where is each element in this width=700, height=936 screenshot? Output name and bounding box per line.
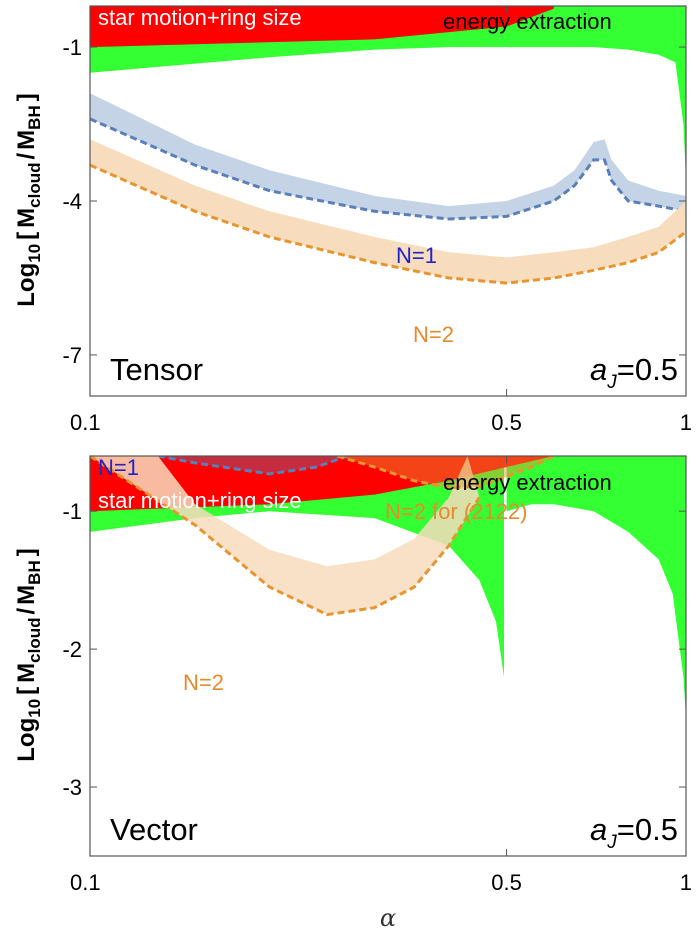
tensor-label-n1: N=1 — [396, 243, 437, 268]
vector-plot-area — [90, 456, 686, 719]
vector-xtick-label: 1 — [680, 870, 692, 895]
vector-label-energy-extraction: energy extraction — [443, 470, 612, 495]
vector-spin-label: aJ=0.5 — [590, 812, 678, 853]
spin-value: =0.5 — [617, 812, 678, 847]
vector-line-n1 — [157, 456, 348, 476]
tensor-label-n2: N=2 — [413, 322, 454, 347]
svg-text:Log10[Mcloud/MBH]: Log10[Mcloud/MBH] — [13, 548, 44, 761]
tensor-xtick-label: 1 — [680, 410, 692, 435]
tensor-region-energy — [90, 6, 686, 181]
tensor-plot-area — [90, 6, 686, 285]
vector-xtick-label: 0.1 — [70, 870, 101, 895]
vector-region-energy-2 — [506, 456, 686, 719]
tensor-ytick-label: -7 — [62, 343, 82, 368]
vector-label-n1: N=1 — [98, 455, 139, 480]
vector-label-n2-2122: N=2 for (2122) — [385, 499, 527, 524]
vector-panel-label: Vector — [110, 812, 198, 847]
tensor-line-n1 — [90, 117, 686, 221]
vector-band-n2for2122 — [337, 456, 554, 488]
vector-line-n2 — [90, 456, 481, 617]
vector-line-n2for2122 — [336, 456, 555, 490]
vector-ytick-label: -1 — [62, 499, 82, 524]
tensor-ytick-label: -1 — [62, 35, 82, 60]
spin-value: =0.5 — [617, 352, 678, 387]
vector-y-axis-label: Log10[Mcloud/MBH] — [13, 548, 44, 761]
vector-region-star — [90, 456, 554, 512]
tensor-label-energy-extraction: energy extraction — [443, 9, 612, 34]
spin-symbol: a — [590, 812, 607, 847]
tensor-ytick-label: -4 — [62, 189, 82, 214]
tensor-ticks: 0.1 0.5 1 -1 -4 -7 — [62, 6, 692, 435]
vector-ytick-label: -2 — [62, 637, 82, 662]
tensor-region-star — [90, 6, 554, 48]
tensor-panel: 0.1 0.5 1 -1 -4 -7 star motion+ring size ener… — [13, 5, 692, 435]
tensor-xtick-label: 0.5 — [491, 410, 522, 435]
spin-subscript: J — [606, 372, 617, 393]
vector-frame — [89, 455, 687, 857]
tensor-spin-label: aJ=0.5 — [590, 352, 678, 393]
vector-band-n2 — [90, 456, 480, 615]
spin-symbol: a — [590, 352, 607, 387]
vector-ytick-label: -3 — [62, 775, 82, 800]
tensor-line-n2 — [90, 163, 686, 285]
vector-ticks: 0.1 0.5 1 -1 -2 -3 — [62, 456, 692, 895]
tensor-y-axis-label: Log10[Mcloud/MBH] — [13, 93, 44, 306]
tensor-band-n2 — [90, 139, 686, 284]
tensor-xtick-label: 0.1 — [70, 410, 101, 435]
tensor-band-n1 — [90, 93, 686, 219]
svg-text:Log10[Mcloud/MBH]: Log10[Mcloud/MBH] — [13, 93, 44, 306]
vector-panel: 0.1 0.5 1-1-2-3 N=1 star motion+ring size … — [13, 455, 692, 932]
tensor-label-star-motion: star motion+ring size — [98, 5, 302, 30]
vector-xtick-label: 0.5 — [491, 870, 522, 895]
vector-label-n2: N=2 — [183, 670, 224, 695]
spin-subscript: J — [606, 832, 617, 853]
x-axis-label: α — [380, 904, 396, 932]
vector-label-star-motion: star motion+ring size — [98, 488, 302, 513]
tensor-panel-label: Tensor — [110, 352, 203, 387]
